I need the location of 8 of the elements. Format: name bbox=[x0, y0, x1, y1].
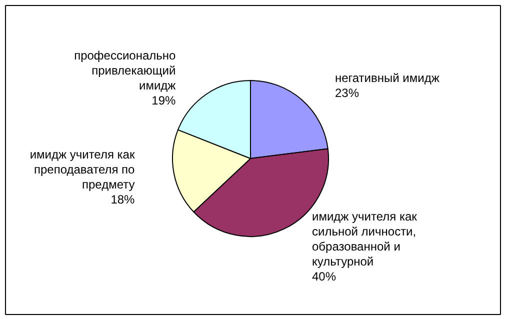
slice-label: негативный имидж bbox=[334, 70, 440, 85]
data-label: 23% bbox=[334, 86, 360, 100]
slice-label: имидж учителя как преподавателя по предмету bbox=[30, 147, 136, 192]
data-label: 19% bbox=[152, 93, 176, 108]
data-label: 40% bbox=[312, 270, 336, 284]
data-label: 18% bbox=[110, 192, 136, 206]
slice-label: профессионально привлекающий имидж bbox=[74, 48, 176, 92]
slice-label: имидж учителя как сильной личности, образованной и культурной bbox=[312, 210, 418, 269]
